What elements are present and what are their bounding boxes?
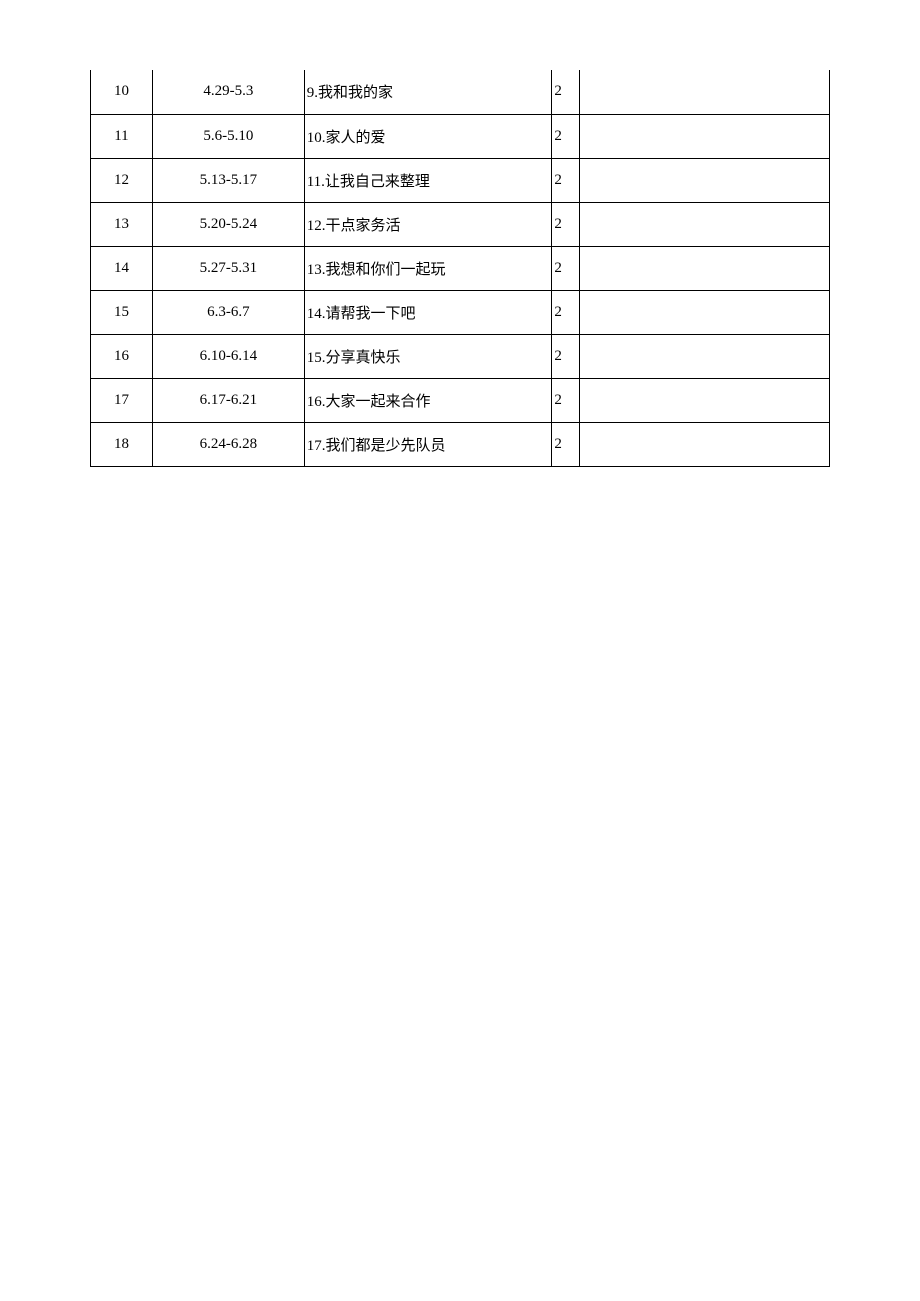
cell-count: 2 bbox=[552, 70, 580, 114]
cell-blank bbox=[580, 334, 830, 378]
cell-number: 16 bbox=[91, 334, 153, 378]
cell-count: 2 bbox=[552, 114, 580, 158]
cell-count: 2 bbox=[552, 158, 580, 202]
cell-blank bbox=[580, 422, 830, 466]
cell-number: 12 bbox=[91, 158, 153, 202]
cell-title: 15.分享真快乐 bbox=[304, 334, 552, 378]
cell-count: 2 bbox=[552, 378, 580, 422]
cell-count: 2 bbox=[552, 246, 580, 290]
cell-number: 11 bbox=[91, 114, 153, 158]
cell-title: 10.家人的爱 bbox=[304, 114, 552, 158]
cell-date: 5.13-5.17 bbox=[152, 158, 304, 202]
cell-date: 6.24-6.28 bbox=[152, 422, 304, 466]
cell-count: 2 bbox=[552, 202, 580, 246]
cell-number: 15 bbox=[91, 290, 153, 334]
schedule-table: 104.29-5.39.我和我的家2115.6-5.1010.家人的爱2125.… bbox=[90, 70, 830, 467]
table-row: 145.27-5.3113.我想和你们一起玩2 bbox=[91, 246, 830, 290]
table-row: 176.17-6.2116.大家一起来合作2 bbox=[91, 378, 830, 422]
table-row: 156.3-6.714.请帮我一下吧2 bbox=[91, 290, 830, 334]
cell-count: 2 bbox=[552, 290, 580, 334]
cell-count: 2 bbox=[552, 334, 580, 378]
cell-date: 5.6-5.10 bbox=[152, 114, 304, 158]
table-row: 115.6-5.1010.家人的爱2 bbox=[91, 114, 830, 158]
cell-number: 18 bbox=[91, 422, 153, 466]
cell-blank bbox=[580, 70, 830, 114]
cell-title: 16.大家一起来合作 bbox=[304, 378, 552, 422]
table-row: 186.24-6.2817.我们都是少先队员2 bbox=[91, 422, 830, 466]
cell-title: 14.请帮我一下吧 bbox=[304, 290, 552, 334]
cell-blank bbox=[580, 158, 830, 202]
cell-count: 2 bbox=[552, 422, 580, 466]
table-row: 104.29-5.39.我和我的家2 bbox=[91, 70, 830, 114]
cell-title: 13.我想和你们一起玩 bbox=[304, 246, 552, 290]
table-body: 104.29-5.39.我和我的家2115.6-5.1010.家人的爱2125.… bbox=[91, 70, 830, 466]
cell-number: 14 bbox=[91, 246, 153, 290]
table-row: 166.10-6.1415.分享真快乐2 bbox=[91, 334, 830, 378]
cell-number: 10 bbox=[91, 70, 153, 114]
cell-date: 5.27-5.31 bbox=[152, 246, 304, 290]
cell-date: 6.17-6.21 bbox=[152, 378, 304, 422]
cell-blank bbox=[580, 246, 830, 290]
cell-blank bbox=[580, 114, 830, 158]
cell-title: 12.干点家务活 bbox=[304, 202, 552, 246]
cell-number: 17 bbox=[91, 378, 153, 422]
table-row: 135.20-5.2412.干点家务活2 bbox=[91, 202, 830, 246]
cell-title: 9.我和我的家 bbox=[304, 70, 552, 114]
cell-date: 6.3-6.7 bbox=[152, 290, 304, 334]
table-row: 125.13-5.1711.让我自己来整理2 bbox=[91, 158, 830, 202]
cell-blank bbox=[580, 202, 830, 246]
cell-blank bbox=[580, 290, 830, 334]
cell-blank bbox=[580, 378, 830, 422]
cell-title: 11.让我自己来整理 bbox=[304, 158, 552, 202]
cell-number: 13 bbox=[91, 202, 153, 246]
cell-date: 6.10-6.14 bbox=[152, 334, 304, 378]
cell-date: 4.29-5.3 bbox=[152, 70, 304, 114]
cell-date: 5.20-5.24 bbox=[152, 202, 304, 246]
cell-title: 17.我们都是少先队员 bbox=[304, 422, 552, 466]
